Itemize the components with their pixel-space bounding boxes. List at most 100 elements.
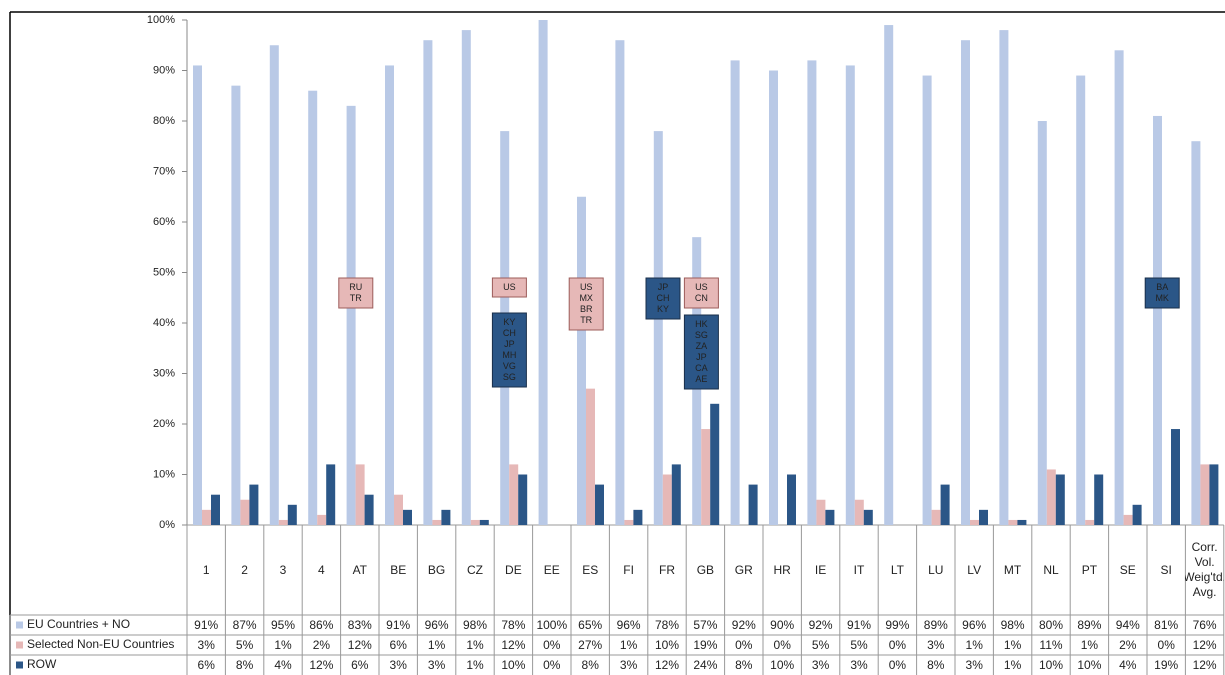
bar xyxy=(595,484,604,525)
table-value: 92% xyxy=(732,618,756,632)
x-tick-label: SI xyxy=(1160,562,1172,577)
x-tick-label: ES xyxy=(582,562,599,577)
annotation-text: SG xyxy=(695,330,708,340)
bar xyxy=(1085,519,1095,525)
category-cell: HR xyxy=(774,563,791,577)
x-tick-label: CZ xyxy=(466,562,483,577)
table-value: 2% xyxy=(1119,638,1137,652)
category-cell: PT xyxy=(1082,563,1097,577)
table-value: 10% xyxy=(501,658,525,672)
bar xyxy=(364,494,374,525)
table-value: 19% xyxy=(1154,658,1178,672)
table-value: 3% xyxy=(927,638,945,652)
category-cell: BE xyxy=(390,563,406,577)
bar xyxy=(394,494,403,525)
bar xyxy=(193,65,202,525)
x-tick-label: IT xyxy=(853,562,865,577)
bar xyxy=(1037,121,1047,525)
annotation-box xyxy=(491,277,527,298)
bar xyxy=(1191,141,1201,525)
annotation-box xyxy=(683,277,719,309)
table-value: 95% xyxy=(271,618,295,632)
annotation-text: BR xyxy=(580,304,593,314)
table-value: 81% xyxy=(1154,618,1178,632)
x-tick-label: AT xyxy=(352,562,368,577)
bar xyxy=(854,499,864,525)
table-value: 0% xyxy=(1158,638,1176,652)
bar xyxy=(249,484,259,525)
bar xyxy=(403,509,412,525)
annotation-text: US xyxy=(695,282,708,292)
bar xyxy=(931,509,941,525)
bar xyxy=(1209,464,1219,525)
table-value: 90% xyxy=(770,618,794,632)
x-tick-label: LV xyxy=(967,562,982,577)
x-tick-label: GB xyxy=(696,562,715,577)
table-value: 1% xyxy=(1004,658,1022,672)
bar xyxy=(615,40,625,525)
bar xyxy=(730,60,740,526)
table-value: 80% xyxy=(1039,618,1063,632)
table-value: 6% xyxy=(198,658,216,672)
table-value: 1% xyxy=(1004,638,1022,652)
bar xyxy=(1017,519,1027,525)
annotation-text: CA xyxy=(695,363,708,373)
table-value: 86% xyxy=(309,618,333,632)
bar xyxy=(787,474,796,525)
table-value: 0% xyxy=(543,658,561,672)
table-value: 3% xyxy=(966,658,984,672)
legend-key xyxy=(16,621,23,629)
legend-label: ROW xyxy=(27,657,57,671)
annotation-text: RU xyxy=(349,282,362,292)
table-value: 8% xyxy=(927,658,945,672)
annotation-box xyxy=(645,277,681,320)
table-value: 10% xyxy=(1077,658,1101,672)
bar xyxy=(211,494,220,525)
bar xyxy=(586,388,595,525)
bar xyxy=(633,509,643,525)
y-tick-label: 50% xyxy=(153,266,175,278)
category-cell: DE xyxy=(505,563,522,577)
x-tick-label: LU xyxy=(928,562,944,577)
category-cell: FR xyxy=(659,563,675,577)
table-value: 99% xyxy=(885,618,909,632)
table-value: 12% xyxy=(501,638,525,652)
table-value: 98% xyxy=(1001,618,1025,632)
table-value: 6% xyxy=(351,658,369,672)
bar xyxy=(863,509,873,525)
bar xyxy=(1076,75,1086,526)
bar xyxy=(346,105,356,525)
legend-key xyxy=(16,641,23,649)
table-value: 8% xyxy=(735,658,753,672)
x-tick-label: EE xyxy=(543,562,560,577)
bar xyxy=(1094,474,1104,525)
bar xyxy=(1008,519,1018,525)
table-value: 92% xyxy=(809,618,833,632)
annotation-text: KY xyxy=(657,304,669,314)
annotation-text: VG xyxy=(503,361,516,371)
x-tick-label: LT xyxy=(890,562,904,577)
x-tick-label: MT xyxy=(1003,562,1022,577)
y-tick-label: 10% xyxy=(153,468,175,480)
y-tick-label: 0% xyxy=(159,519,175,531)
annotation-text: AE xyxy=(695,374,707,384)
bar xyxy=(423,40,433,525)
category-cell: MT xyxy=(1003,562,1022,577)
table-value: 5% xyxy=(850,638,868,652)
category-cell: IT xyxy=(853,562,865,577)
annotation-text: MK xyxy=(1155,293,1169,303)
table-value: 3% xyxy=(198,638,216,652)
table-value: 4% xyxy=(1119,658,1137,672)
table-value: 1% xyxy=(428,638,446,652)
bar xyxy=(355,464,365,525)
table-value: 98% xyxy=(463,618,487,632)
x-tick-label: 4 xyxy=(318,562,325,577)
annotation-text: TR xyxy=(350,293,362,303)
category-cell: 4 xyxy=(318,562,325,577)
y-tick-label: 40% xyxy=(153,317,175,329)
x-tick-label: SE xyxy=(1119,562,1136,577)
table-value: 12% xyxy=(348,638,372,652)
bar xyxy=(807,60,817,526)
y-tick-label: 70% xyxy=(153,165,175,177)
legend-label: EU Countries + NO xyxy=(27,617,130,631)
